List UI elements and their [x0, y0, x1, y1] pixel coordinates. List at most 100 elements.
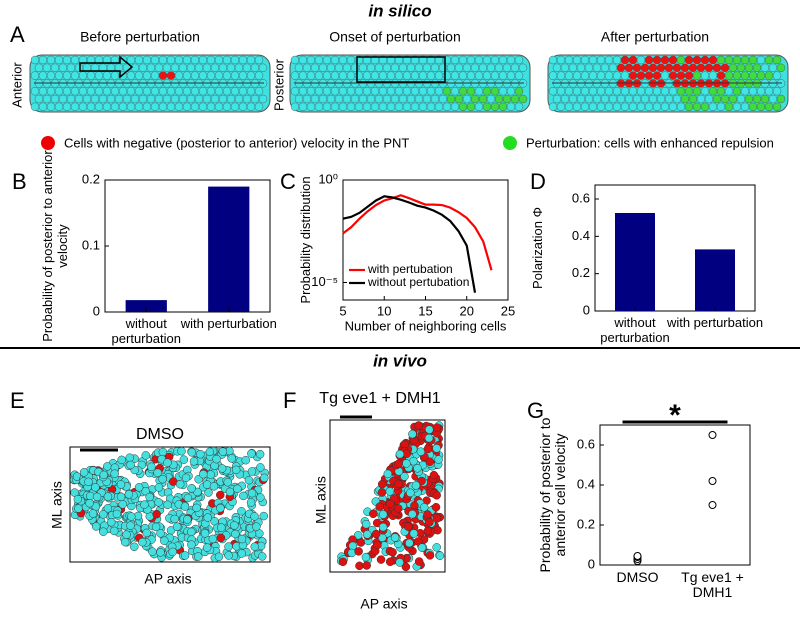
x-tick-label: with perturbation [181, 316, 277, 331]
cell [124, 490, 134, 499]
cell [390, 94, 400, 104]
cell [231, 465, 241, 475]
cell [648, 63, 658, 73]
cell [394, 459, 403, 469]
cell [94, 86, 104, 96]
cell [760, 63, 770, 73]
cell [126, 55, 136, 65]
cell [338, 102, 348, 112]
cell [644, 71, 654, 80]
cell [548, 102, 558, 112]
cell [398, 63, 408, 73]
x-tick-label: 25 [501, 303, 515, 318]
cell [548, 55, 558, 65]
cell [346, 86, 356, 96]
cell [552, 94, 562, 104]
cell [62, 55, 72, 65]
cell [88, 509, 98, 518]
cell [401, 562, 411, 572]
cell [692, 71, 702, 80]
cell [402, 71, 412, 80]
cell [160, 536, 169, 545]
cell [425, 551, 435, 560]
y-tick-label: 0.2 [577, 516, 595, 531]
cell [294, 94, 304, 104]
cell [198, 71, 208, 80]
cell [772, 86, 782, 96]
cell [322, 55, 332, 65]
cell [34, 63, 44, 73]
cell [260, 473, 269, 483]
cell [314, 102, 324, 112]
panel-title: Tg eve1 + DMH1 [319, 390, 440, 407]
cell [740, 55, 750, 65]
bar [615, 213, 655, 311]
cell [142, 86, 152, 96]
cell [378, 86, 388, 96]
cell [189, 457, 199, 466]
cell [234, 94, 244, 104]
cell [42, 63, 52, 73]
cell [728, 63, 738, 73]
cell [46, 71, 56, 80]
cell [414, 94, 424, 104]
cell [668, 86, 678, 96]
panel-label: D [530, 169, 546, 194]
cell [390, 533, 400, 542]
point [708, 501, 717, 509]
cell [378, 522, 388, 532]
cell [158, 474, 167, 484]
cell [82, 94, 92, 104]
cell [564, 86, 574, 96]
cell [584, 94, 594, 104]
cell [426, 102, 436, 112]
cell [58, 63, 68, 73]
cell [684, 55, 694, 65]
cell [158, 102, 168, 112]
cell [596, 102, 606, 112]
cell [518, 63, 528, 73]
cell [158, 86, 168, 96]
cell [318, 63, 328, 73]
cell [413, 464, 422, 473]
cell [214, 71, 224, 80]
cell [239, 491, 248, 501]
cell [482, 71, 492, 80]
microscopy-tracks [69, 415, 446, 573]
cell [490, 102, 500, 112]
cell [748, 71, 758, 80]
y-axis-label: Probability of posterior to anterior cel… [538, 417, 568, 573]
cell [776, 94, 786, 104]
cell [390, 63, 400, 73]
cell [230, 102, 240, 112]
y-axis-label: Probability of posterior to anterior cel… [538, 417, 568, 573]
cell [110, 526, 119, 536]
y-tick-label: 0.6 [577, 436, 595, 451]
cell [372, 518, 382, 528]
cell [660, 55, 670, 65]
cell [385, 487, 395, 496]
cell [163, 458, 172, 467]
cell [378, 71, 388, 80]
cell [506, 102, 516, 112]
cell [190, 102, 200, 112]
legend-swatch [503, 136, 517, 150]
cell [518, 94, 528, 104]
cell [322, 102, 332, 112]
cell [644, 55, 654, 65]
cell [652, 86, 662, 96]
cell [244, 475, 254, 485]
cell [142, 55, 152, 65]
panel-subtitle: Before perturbation [80, 29, 200, 45]
cell [166, 71, 176, 80]
cell [194, 63, 204, 73]
cell [74, 504, 83, 513]
cell [580, 86, 590, 96]
y-axis-label: Polarization Φ [530, 207, 545, 289]
cell [716, 55, 726, 65]
cell [402, 102, 412, 112]
axis-label: AP axis [144, 571, 191, 587]
cell [142, 528, 151, 538]
cell [402, 459, 411, 468]
